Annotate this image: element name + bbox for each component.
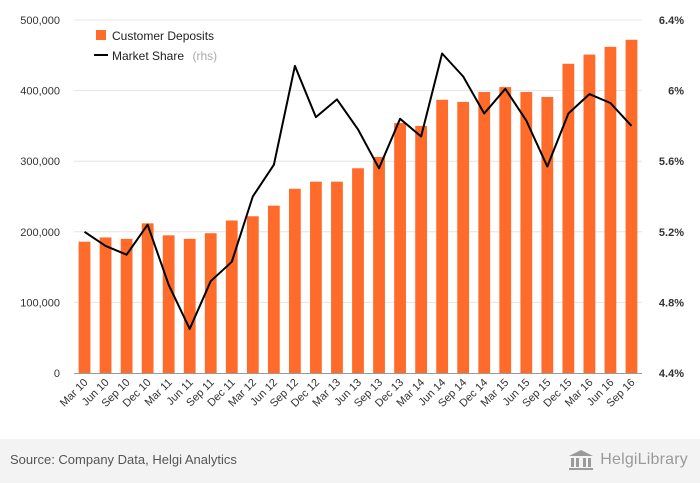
bar-deposits <box>331 181 343 373</box>
y-right-tick-label: 4.4% <box>659 368 684 380</box>
bar-deposits <box>499 87 512 373</box>
deposit-bars <box>78 39 638 374</box>
chart: 0 100,000 200,000 300,000 400,000 500,000 4.4… <box>20 15 684 410</box>
brand: HelgiLibrary <box>568 449 688 471</box>
bar-deposits <box>78 241 91 373</box>
y-right-tick-label: 5.2% <box>659 227 684 239</box>
bar-deposits <box>520 92 533 374</box>
footer-bar: Source: Company Data, Helgi Analytics He… <box>0 439 700 483</box>
y-left-tick-label: 100,000 <box>20 297 60 309</box>
bar-deposits <box>310 181 322 373</box>
bar-deposits <box>562 63 575 373</box>
bar-deposits <box>373 156 385 373</box>
y-left-tick-label: 0 <box>54 368 60 380</box>
bar-deposits <box>267 205 280 373</box>
library-columns-icon <box>569 450 594 470</box>
bar-deposits <box>288 188 301 373</box>
legend-market-share-name: Market Share <box>112 49 184 63</box>
line-market-share <box>83 52 633 330</box>
bar-deposits <box>120 238 133 373</box>
bar-deposits <box>604 46 617 373</box>
brand-name: HelgiLibrary <box>600 451 688 468</box>
bar-deposits <box>99 237 112 373</box>
y-left-tick-label: 500,000 <box>20 15 60 27</box>
legend-rhs-suffix: (rhs) <box>192 49 217 63</box>
legend-label-market-share: Market Share (rhs) <box>112 47 217 64</box>
y-right-tick-label: 6% <box>668 86 684 98</box>
bar-deposits <box>457 101 470 374</box>
market-share-line <box>83 52 633 330</box>
legend: Customer Deposits Market Share (rhs) <box>94 29 217 64</box>
y-left-tick-label: 400,000 <box>20 86 60 98</box>
bar-deposits <box>162 235 175 373</box>
y-right-tick-label: 4.8% <box>659 297 684 309</box>
bar-deposits <box>246 216 259 373</box>
y-left-tick-label: 200,000 <box>20 227 60 239</box>
left-axis-ticks: 0 100,000 200,000 300,000 400,000 500,000 <box>20 15 60 380</box>
bar-deposits <box>478 92 491 374</box>
bar-deposits <box>352 168 364 373</box>
bar-deposits <box>225 220 238 373</box>
bar-deposits <box>541 96 554 373</box>
right-axis-ticks: 4.4% 4.8% 5.2% 5.6% 6% 6.4% <box>659 15 684 380</box>
legend-swatch-deposits <box>96 30 106 40</box>
y-right-tick-label: 6.4% <box>659 15 684 27</box>
bar-deposits <box>583 54 596 374</box>
bar-deposits <box>415 125 428 374</box>
bar-deposits <box>394 123 406 374</box>
y-right-tick-label: 5.6% <box>659 156 684 168</box>
bar-deposits <box>436 99 449 373</box>
bar-deposits <box>141 223 154 373</box>
bar-deposits <box>204 233 217 373</box>
bar-deposits <box>183 238 196 373</box>
source-note: Source: Company Data, Helgi Analytics <box>10 452 237 467</box>
bar-deposits <box>625 39 638 373</box>
legend-label-deposits: Customer Deposits <box>112 29 214 43</box>
y-left-tick-label: 300,000 <box>20 156 60 168</box>
